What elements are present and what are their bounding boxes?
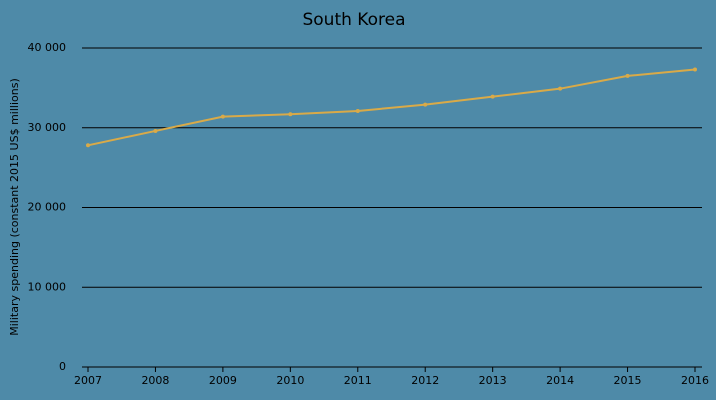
point (153, 128, 158, 133)
point (86, 143, 90, 148)
y-axis-label: Military spending (constant 2015 US$ mil… (8, 78, 21, 335)
point (288, 112, 293, 117)
x-tick-label: 2016 (681, 374, 709, 387)
point (355, 109, 360, 114)
x-tick-label: 2012 (411, 374, 439, 387)
y-tick-label: 40 000 (28, 41, 67, 54)
point (423, 102, 428, 107)
point (220, 114, 225, 119)
point (693, 67, 697, 72)
x-tick-label: 2007 (74, 374, 102, 387)
point (558, 86, 563, 91)
point (490, 94, 495, 99)
y-tick-label: 30 000 (28, 121, 67, 134)
y-tick-label: 10 000 (28, 280, 67, 293)
x-tick-label: 2014 (546, 374, 574, 387)
y-tick-label: 0 (59, 360, 66, 373)
x-tick-label: 2010 (276, 374, 304, 387)
x-tick-label: 2009 (209, 374, 237, 387)
x-tick-label: 2011 (344, 374, 372, 387)
chart-title: South Korea (302, 10, 405, 30)
x-tick-label: 2015 (614, 374, 642, 387)
x-tick-label: 2013 (479, 374, 507, 387)
line (87, 68, 696, 147)
point (625, 73, 630, 78)
y-tick-label: 20 000 (28, 201, 67, 214)
x-tick-label: 2008 (141, 374, 169, 387)
